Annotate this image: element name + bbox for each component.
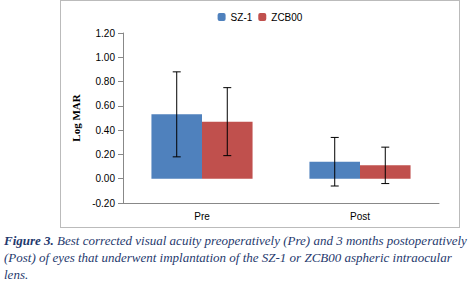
svg-text:Pre: Pre <box>194 211 210 222</box>
svg-text:SZ-1: SZ-1 <box>231 12 253 23</box>
svg-text:0.00: 0.00 <box>96 173 116 184</box>
svg-text:0.80: 0.80 <box>96 76 116 87</box>
svg-text:1.00: 1.00 <box>96 52 116 63</box>
svg-text:ZCB00: ZCB00 <box>271 12 303 23</box>
svg-text:-0.20: -0.20 <box>92 198 115 209</box>
svg-text:Post: Post <box>350 211 370 222</box>
svg-text:1.20: 1.20 <box>96 28 116 39</box>
html-text:Figure 3. Best corrected visua: Figure 3. Best corrected visual acuity p… <box>4 233 467 282</box>
svg-text:Log MAR: Log MAR <box>70 93 82 141</box>
svg-text:0.40: 0.40 <box>96 125 116 136</box>
svg-text:0.20: 0.20 <box>96 149 116 160</box>
svg-text:0.60: 0.60 <box>96 100 116 111</box>
